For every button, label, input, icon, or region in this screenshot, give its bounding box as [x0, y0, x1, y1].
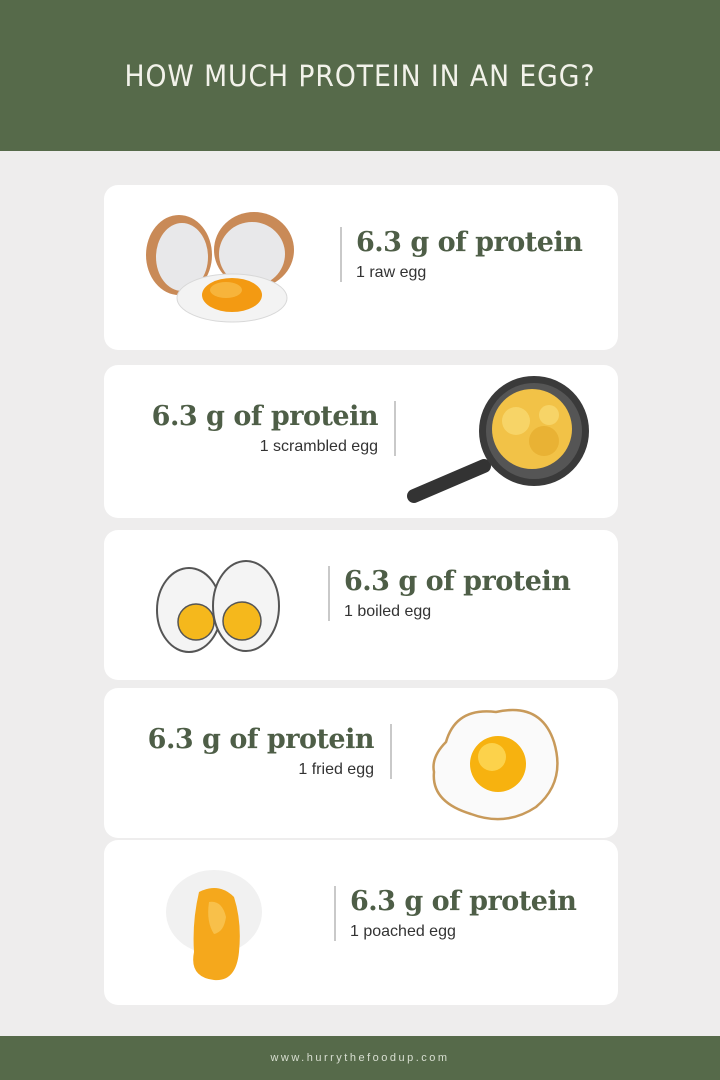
egg-type-label: 1 fried egg [298, 761, 374, 778]
website-url: www.hurrythefoodup.com [270, 1052, 450, 1064]
egg-type-label: 1 poached egg [350, 923, 456, 940]
poached-egg-icon [166, 870, 262, 981]
egg-type-label: 1 raw egg [356, 264, 427, 281]
protein-amount: 6.3 g of protein [356, 227, 583, 258]
info-poached: 6.3 g of protein 1 poached egg [334, 886, 577, 941]
protein-amount: 6.3 g of protein [344, 566, 571, 597]
card-poached-egg: 6.3 g of protein 1 poached egg [104, 840, 618, 1005]
info-raw: 6.3 g of protein 1 raw egg [340, 227, 583, 282]
protein-amount: 6.3 g of protein [151, 401, 379, 432]
scrambled-egg-pan-icon [407, 376, 589, 503]
egg-type-label: 1 boiled egg [344, 603, 432, 620]
header: HOW MUCH PROTEIN IN AN EGG? [0, 0, 720, 151]
fried-egg-icon [432, 708, 559, 821]
info-boiled: 6.3 g of protein 1 boiled egg [328, 566, 571, 621]
protein-amount: 6.3 g of protein [350, 886, 577, 917]
raw-egg-icon [146, 212, 294, 323]
card-raw-egg: 6.3 g of protein 1 raw egg [104, 185, 618, 350]
card-fried-egg: 6.3 g of protein 1 fried egg [104, 688, 618, 838]
egg-type-label: 1 scrambled egg [259, 438, 378, 455]
page-title: HOW MUCH PROTEIN IN AN EGG? [124, 58, 596, 93]
info-fried: 6.3 g of protein 1 fried egg [148, 724, 392, 779]
card-scrambled-egg: 6.3 g of protein 1 scrambled egg [104, 365, 618, 518]
info-scrambled: 6.3 g of protein 1 scrambled egg [152, 401, 396, 456]
card-boiled-egg: 6.3 g of protein 1 boiled egg [104, 530, 618, 680]
protein-amount: 6.3 g of protein [147, 724, 375, 755]
boiled-egg-icon [156, 560, 280, 653]
footer: www.hurrythefoodup.com [0, 1036, 720, 1080]
